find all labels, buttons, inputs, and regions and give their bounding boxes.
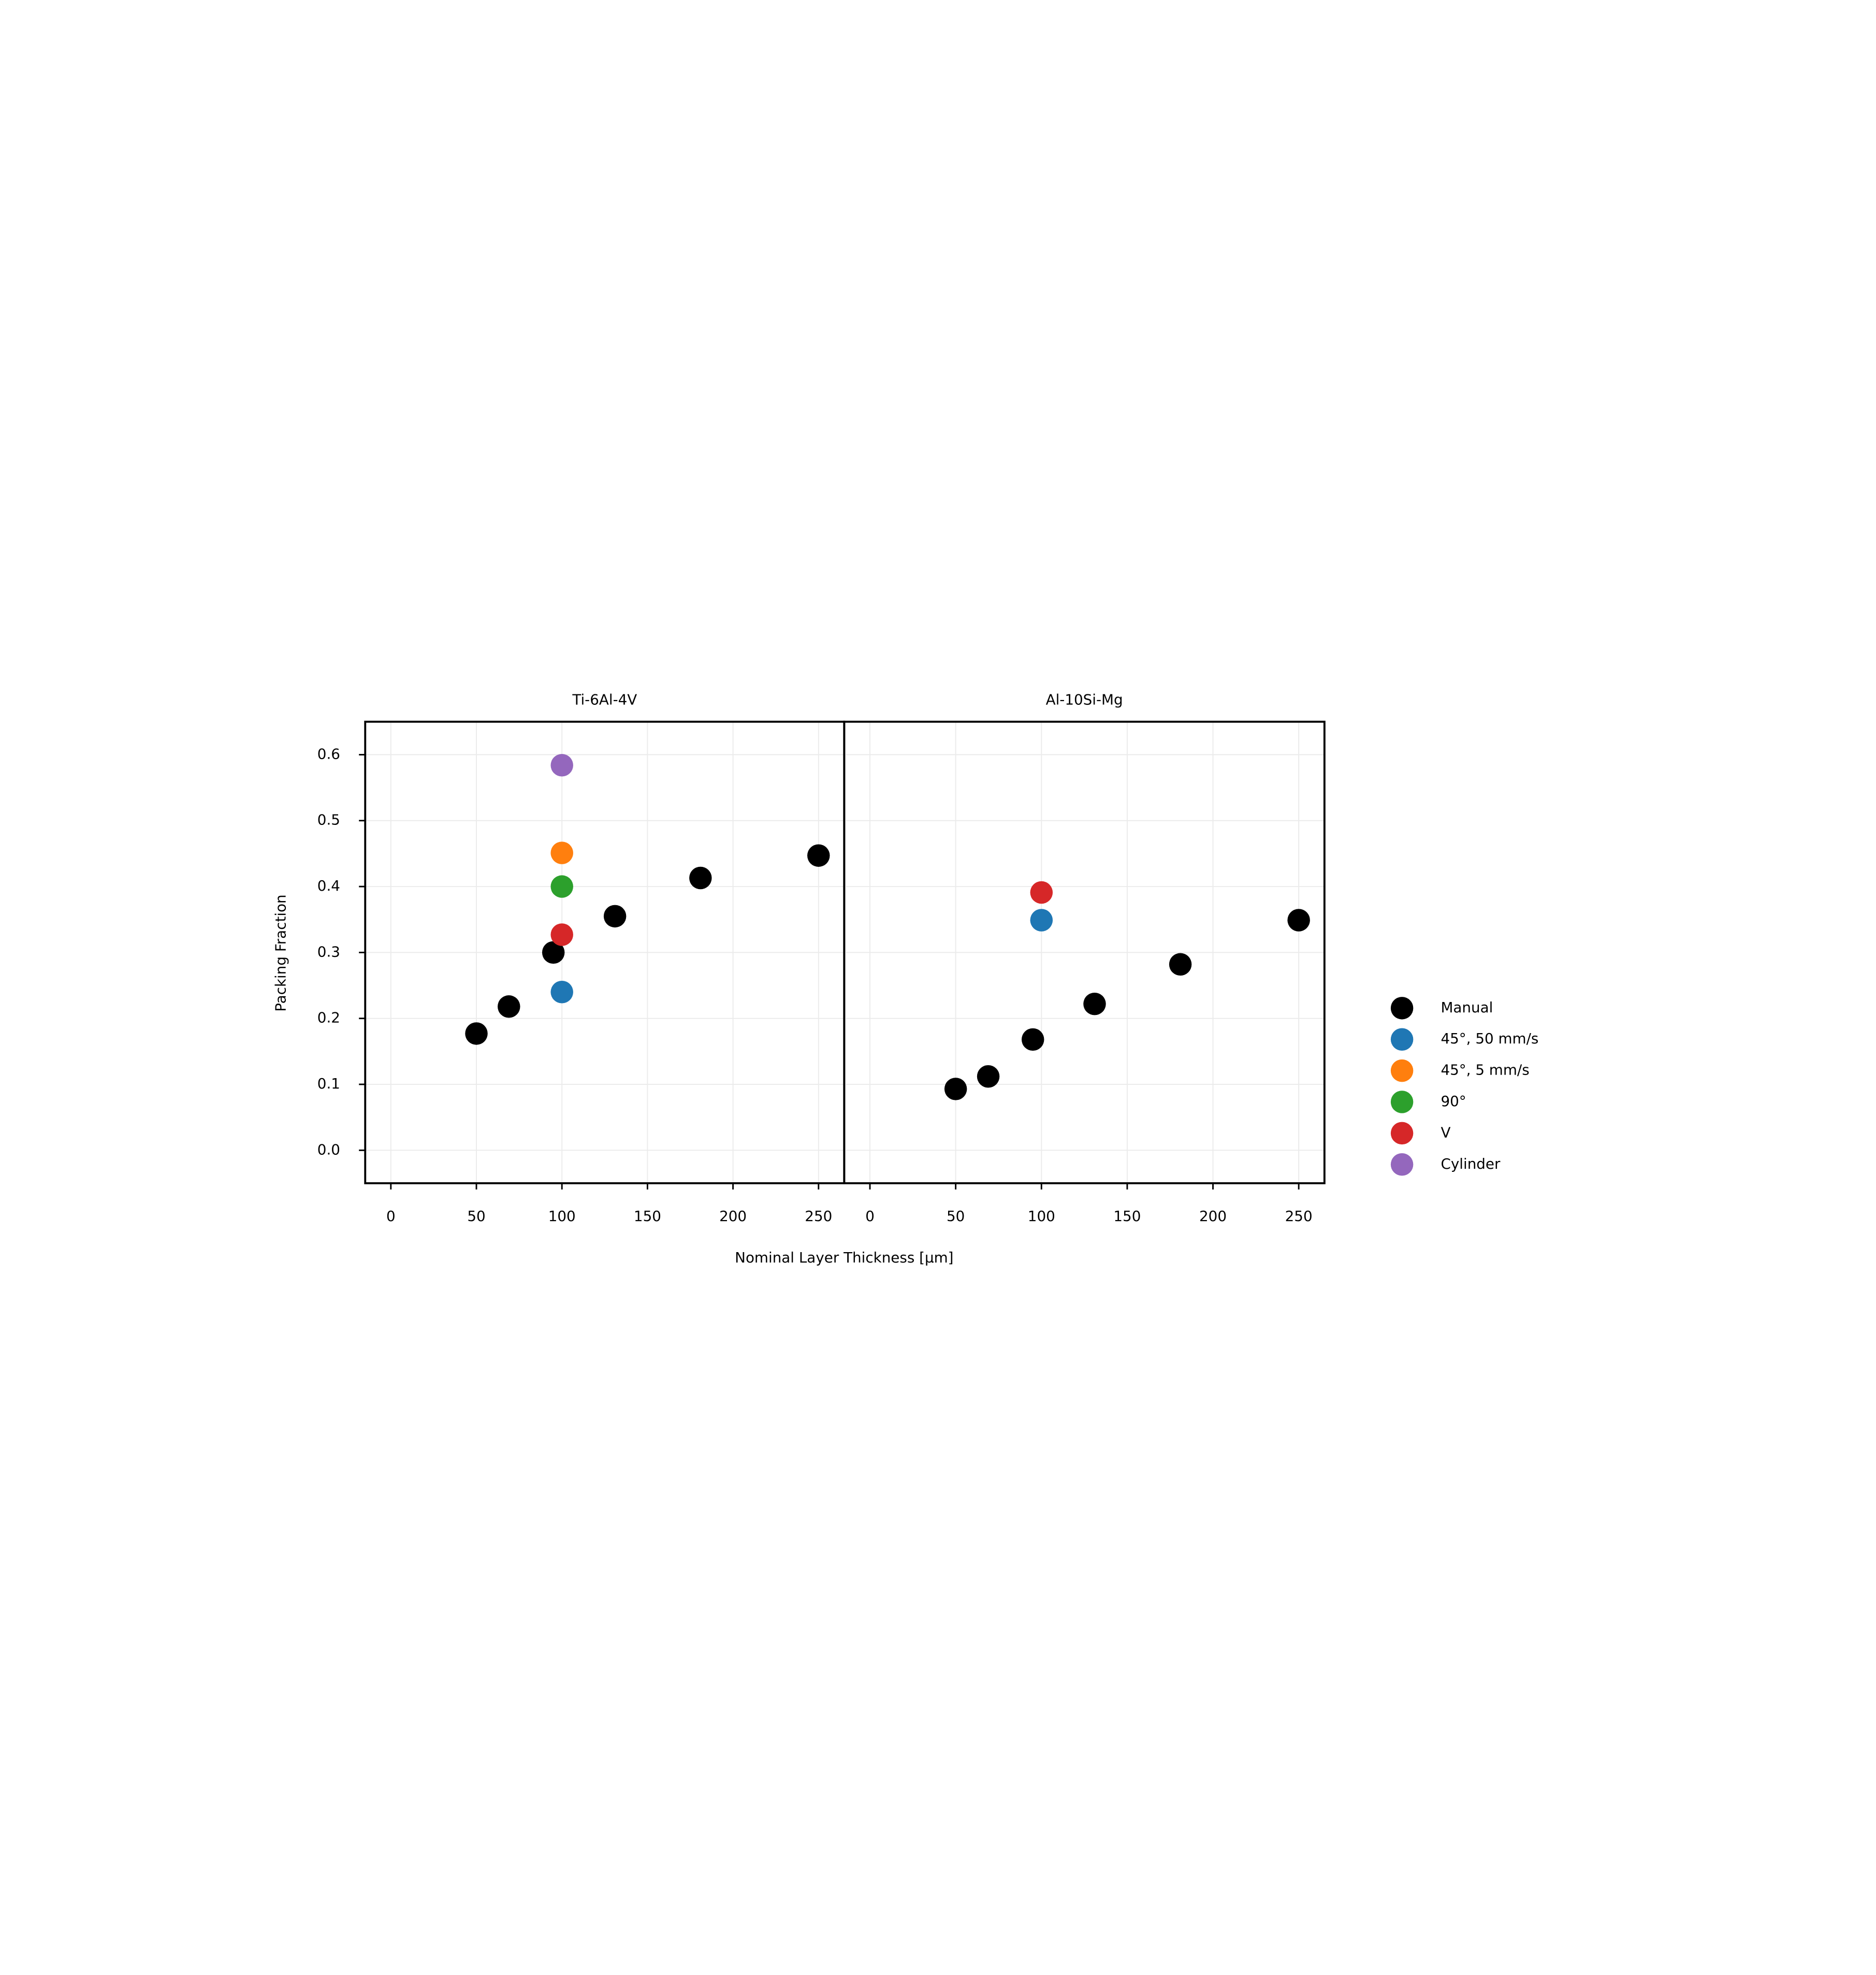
x-axis-label: Nominal Layer Thickness [µm] xyxy=(735,1249,953,1266)
legend-marker xyxy=(1390,1091,1414,1113)
y-tick-label: 0.1 xyxy=(317,1075,340,1092)
point xyxy=(1030,881,1053,904)
legend-label: Cylinder xyxy=(1441,1155,1501,1172)
y-tick-label: 0.6 xyxy=(317,745,340,762)
point xyxy=(1169,953,1192,976)
point xyxy=(807,844,830,867)
point xyxy=(1030,909,1053,932)
plot-frame xyxy=(843,720,1326,1184)
legend-marker xyxy=(1390,1028,1414,1051)
point xyxy=(944,1078,967,1100)
y-tick-label: 0.0 xyxy=(317,1141,340,1158)
x-tick-label: 0 xyxy=(865,1208,875,1225)
legend-label: 45°, 50 mm/s xyxy=(1441,1030,1538,1047)
point xyxy=(550,841,573,864)
point xyxy=(1083,992,1106,1015)
point xyxy=(550,923,573,946)
x-tick-label: 200 xyxy=(719,1208,747,1225)
legend-marker xyxy=(1390,1059,1414,1082)
point xyxy=(977,1065,1000,1088)
point xyxy=(689,866,712,890)
legend-marker xyxy=(1390,997,1414,1020)
point xyxy=(550,754,573,777)
y-tick-label: 0.5 xyxy=(317,811,340,829)
legend-label: Manual xyxy=(1441,999,1493,1016)
y-tick-label: 0.3 xyxy=(317,943,340,960)
x-tick-label: 0 xyxy=(386,1208,396,1225)
legend-label: 90° xyxy=(1441,1093,1466,1110)
y-tick-label: 0.2 xyxy=(317,1009,340,1026)
point xyxy=(542,941,565,964)
y-axis-label: Packing Fraction xyxy=(272,894,289,1011)
x-tick-label: 200 xyxy=(1199,1208,1227,1225)
legend-marker xyxy=(1390,1122,1414,1145)
x-tick-label: 250 xyxy=(805,1208,832,1225)
x-tick-label: 100 xyxy=(548,1208,576,1225)
panel-title: Ti-6Al-4V xyxy=(572,691,637,708)
point xyxy=(603,905,627,928)
x-tick-label: 100 xyxy=(1028,1208,1055,1225)
legend-marker xyxy=(1390,1153,1414,1176)
x-tick-label: 150 xyxy=(1113,1208,1141,1225)
point xyxy=(1287,909,1310,932)
point xyxy=(1021,1028,1044,1051)
x-tick-label: 250 xyxy=(1285,1208,1313,1225)
legend-label: 45°, 5 mm/s xyxy=(1441,1062,1529,1079)
x-tick-label: 150 xyxy=(634,1208,661,1225)
x-tick-label: 50 xyxy=(467,1208,485,1225)
y-tick-label: 0.4 xyxy=(317,877,340,894)
point xyxy=(498,995,520,1018)
point xyxy=(465,1022,488,1045)
point xyxy=(550,875,573,898)
x-tick-label: 50 xyxy=(947,1208,965,1225)
panel-title: Al-10Si-Mg xyxy=(1046,691,1123,708)
point xyxy=(550,981,573,1004)
legend-label: V xyxy=(1441,1124,1450,1141)
